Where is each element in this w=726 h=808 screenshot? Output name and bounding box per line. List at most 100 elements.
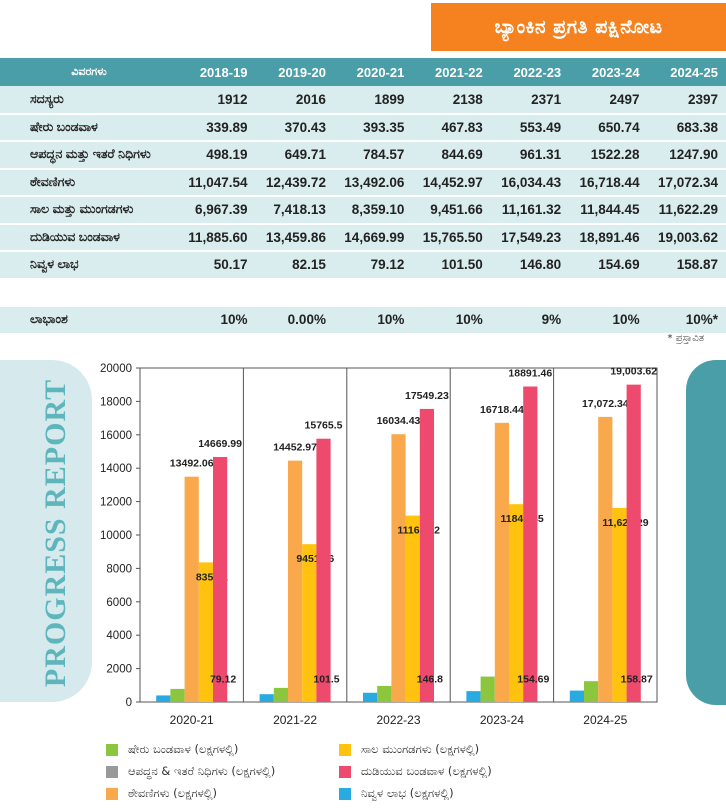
- bar-2: [184, 476, 199, 702]
- table-row: ದುಡಿಯುವ ಬಂಡವಾಳ 11,885.60 13,459.86 14,669.9…: [0, 223, 726, 251]
- y-tick-label: 18000: [100, 396, 132, 408]
- bar-2: [391, 434, 406, 702]
- x-category-label: 2022-23: [376, 713, 420, 727]
- table-cell: 17,549.23: [501, 229, 562, 245]
- table-cell: 650.74: [598, 119, 640, 135]
- y-tick-label: 2000: [106, 664, 132, 676]
- bar-4: [419, 408, 434, 702]
- table-cell: 18,891.46: [579, 229, 640, 245]
- bar-0: [569, 690, 584, 702]
- table-cell: 1247.90: [669, 147, 718, 163]
- table-cell: 6,967.39: [194, 202, 248, 218]
- bar-1: [584, 681, 599, 702]
- year-header: 2021-22: [435, 64, 483, 80]
- table-cell: 370.43: [284, 119, 326, 135]
- table-cell: 7,418.13: [273, 202, 326, 218]
- bar-4: [626, 384, 641, 702]
- bar-1: [480, 676, 495, 702]
- y-tick-label: 4000: [106, 630, 132, 642]
- x-category-label: 2024-25: [583, 713, 627, 727]
- x-category-label: 2020-21: [170, 713, 214, 727]
- row-label: ಆಪದ್ಧನ ಮತ್ತು ಇತರೆ ನಿಧಿಗಳು: [30, 147, 151, 162]
- row-label: ದುಡಿಯುವ ಬಂಡವಾಳ: [30, 229, 120, 244]
- table-cell: 784.57: [363, 147, 405, 163]
- table-cell: 10%: [220, 312, 248, 328]
- legend-label: ದುಡಿಯುವ ಬಂಡವಾಳ (ಲಕ್ಷಗಳಲ್ಲಿ): [361, 764, 492, 778]
- table-cell: 961.31: [519, 147, 562, 163]
- table-cell: 19,003.62: [657, 229, 718, 245]
- table-cell: 10%: [455, 312, 483, 328]
- table-cell: 2138: [452, 91, 483, 107]
- legend-deposits: ಠೇವಣಿಗಳು (ಲಕ್ಷಗಳಲ್ಲಿ): [106, 786, 217, 801]
- table-cell: 0.00%: [287, 312, 326, 328]
- table-row: ಲಾಭಾಂಶ 10% 0.00% 10% 10% 9% 10% 10%*: [0, 306, 726, 334]
- row-label: ಠೇವಣಿಗಳು: [30, 174, 76, 189]
- row-label: ಷೇರು ಬಂಡವಾಳ: [30, 119, 98, 134]
- bar-1: [377, 685, 392, 702]
- bar-0: [259, 694, 274, 702]
- table-cell: 2497: [609, 91, 640, 107]
- y-tick-label: 0: [126, 697, 132, 709]
- table-cell: 13,492.06: [344, 174, 405, 190]
- bar-0: [363, 692, 378, 702]
- bar-value-label: 19,003.62: [610, 366, 657, 378]
- legend-label: ಠೇವಣಿಗಳು (ಲಕ್ಷಗಳಲ್ಲಿ): [128, 786, 217, 800]
- table-cell: 158.87: [676, 257, 718, 273]
- bar-value-label: 14452.97: [273, 442, 317, 454]
- legend-label: ಸಾಲ ಮುಂಗಡಗಳು (ಲಕ್ಷಗಳಲ್ಲಿ): [361, 742, 480, 756]
- legend-swatch: [106, 743, 118, 756]
- bar-value-label: 17549.23: [405, 390, 449, 402]
- legend-swatch: [339, 765, 351, 778]
- table-cell: 9%: [541, 312, 562, 328]
- table-cell: 11,047.54: [188, 174, 248, 190]
- bar-3: [198, 562, 213, 702]
- y-tick-label: 16000: [100, 430, 132, 442]
- bar-1: [273, 687, 288, 702]
- table-cell: 14,669.99: [344, 229, 405, 245]
- table-cell: 16,034.43: [501, 174, 562, 190]
- table-cell: 467.83: [441, 119, 483, 135]
- table-cell: 101.50: [441, 257, 483, 273]
- x-category-label: 2023-24: [480, 713, 524, 727]
- table-row: ನಿವ್ವಳ ಲಾಭ 50.17 82.15 79.12 101.50 146.80 154…: [0, 251, 726, 279]
- y-tick-label: 6000: [106, 597, 132, 609]
- year-header: 2020-21: [356, 64, 405, 80]
- bar-2: [288, 460, 303, 702]
- x-category-label: 2021-22: [273, 713, 317, 727]
- table-cell: 10%*: [685, 312, 718, 328]
- table-cell: 13,459.86: [265, 229, 326, 245]
- table-header-row: ವಿವರಗಳು 2018-19 2019-20 2020-21 2021-22 …: [0, 58, 726, 86]
- bar-value-label: 15765.5: [305, 420, 343, 432]
- year-header: 2018-19: [199, 64, 248, 80]
- bar-3: [405, 515, 420, 702]
- legend-swatch: [106, 787, 118, 800]
- legend-label: ನಿವ್ವಳ ಲಾಭ (ಲಕ್ಷಗಳಲ್ಲಿ): [361, 786, 454, 800]
- table-cell: 10%: [377, 312, 405, 328]
- year-header: 2019-20: [278, 64, 326, 80]
- legend-swatch: [339, 787, 351, 800]
- bar-0: [156, 695, 171, 702]
- y-tick-label: 8000: [106, 563, 132, 575]
- legend-label: ಷೇರು ಬಂಡವಾಳ (ಲಕ್ಷಗಳಲ್ಲಿ): [128, 742, 239, 756]
- table-cell: 11,844.45: [580, 202, 640, 218]
- table-cell: 14,452.97: [422, 174, 483, 190]
- bar-4: [213, 457, 228, 702]
- table-cell: 683.38: [676, 119, 718, 135]
- table-row: ಠೇವಣಿಗಳು 11,047.54 12,439.72 13,492.06 14,45…: [0, 168, 726, 196]
- table-row: ಸಾಲ ಮತ್ತು ಮುಂಗಡಗಳು 6,967.39 7,418.13 8,359.…: [0, 196, 726, 224]
- row-label: ಸಾಲ ಮತ್ತು ಮುಂಗಡಗಳು: [30, 202, 134, 217]
- legend-share-capital: ಷೇರು ಬಂಡವಾಳ (ಲಕ್ಷಗಳಲ್ಲಿ): [106, 742, 238, 757]
- bar-3: [509, 504, 524, 702]
- bar-2: [598, 416, 613, 702]
- bar-value-label: 16034.43: [377, 415, 421, 427]
- table-cell: 9,451.66: [430, 202, 483, 218]
- y-tick-label: 20000: [100, 363, 132, 375]
- table-cell: 2397: [687, 91, 718, 107]
- bar-value-label: 18891.46: [508, 368, 552, 380]
- bar-value-label: 16718.44: [480, 404, 524, 416]
- bar-value-label: 14669.99: [198, 438, 242, 450]
- table-row: ಸದಸ್ಯರು 1912 2016 1899 2138 2371 2497 2397: [0, 86, 726, 114]
- table-cell: 339.89: [206, 119, 248, 135]
- table-cell: 553.49: [519, 119, 562, 135]
- table-cell: 16,718.44: [579, 174, 640, 190]
